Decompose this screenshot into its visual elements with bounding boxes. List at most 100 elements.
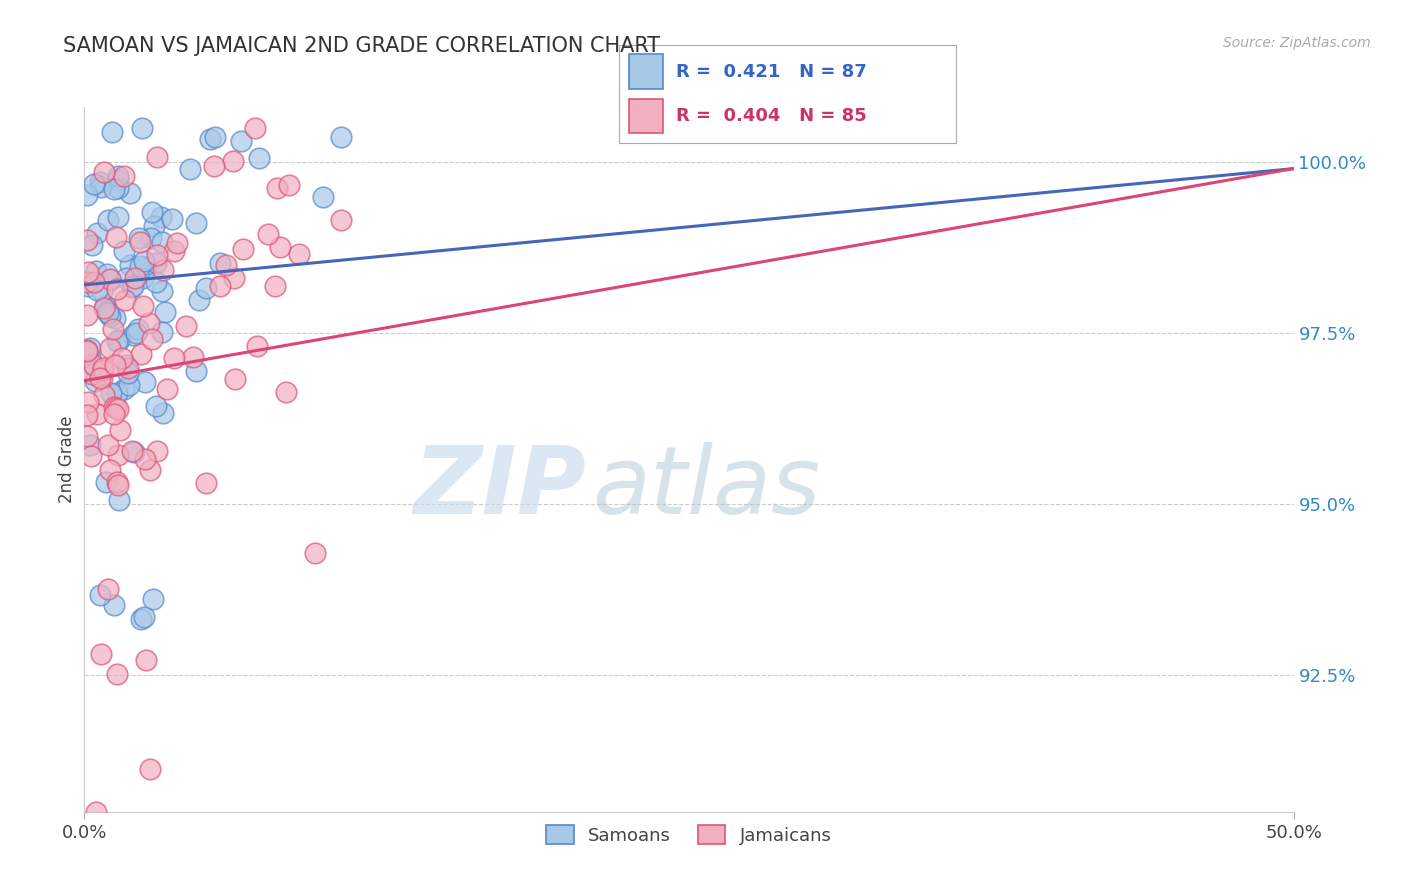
Text: R =  0.421   N = 87: R = 0.421 N = 87 (676, 62, 866, 80)
Point (105, 475, 128, 490)
Point (84, 805, 107, 819)
Point (90, 284, 112, 298)
Point (93, 388, 115, 402)
Point (179, 162, 201, 177)
Point (184, 216, 207, 230)
Point (77, 264, 100, 278)
Point (163, 351, 186, 365)
Point (103, 181, 125, 195)
Point (76, 344, 98, 359)
Point (82, 237, 104, 252)
Point (107, 173, 129, 187)
Y-axis label: 2nd Grade: 2nd Grade (58, 416, 76, 503)
Point (121, 444, 143, 458)
Point (93, 164, 115, 178)
Point (141, 332, 163, 346)
Point (194, 476, 217, 491)
Point (76, 308, 98, 322)
Point (127, 322, 149, 336)
Point (145, 256, 167, 270)
Point (117, 366, 139, 380)
Point (247, 151, 270, 165)
Point (156, 382, 179, 396)
Point (105, 334, 128, 348)
Point (181, 351, 204, 365)
Point (134, 260, 156, 274)
Point (120, 186, 142, 200)
Point (100, 385, 122, 400)
Point (243, 120, 266, 135)
Point (76, 188, 98, 202)
Point (115, 358, 138, 372)
Point (83, 358, 105, 372)
Point (93, 301, 115, 316)
Point (103, 599, 125, 613)
Point (125, 326, 148, 341)
Point (143, 219, 166, 233)
Point (107, 211, 129, 225)
Point (139, 463, 162, 477)
Point (96, 267, 118, 281)
Point (232, 243, 254, 257)
Point (277, 178, 299, 193)
Point (145, 399, 167, 413)
Point (150, 210, 173, 224)
Point (84, 263, 107, 277)
Point (105, 386, 128, 401)
Point (104, 359, 127, 373)
Point (150, 235, 173, 250)
Point (134, 376, 156, 390)
Point (100, 125, 122, 139)
Point (166, 235, 188, 250)
Point (329, 130, 352, 145)
Text: SAMOAN VS JAMAICAN 2ND GRADE CORRELATION CHART: SAMOAN VS JAMAICAN 2ND GRADE CORRELATION… (63, 36, 661, 55)
Point (76, 233, 98, 247)
Point (330, 212, 353, 227)
Point (155, 305, 177, 319)
Point (86, 226, 108, 240)
Point (142, 592, 165, 607)
Point (128, 235, 150, 249)
Point (112, 244, 135, 258)
Point (76, 429, 98, 443)
Point (117, 361, 139, 376)
Point (98, 463, 121, 477)
Point (97, 213, 120, 227)
Point (274, 385, 297, 400)
Point (134, 452, 156, 467)
Point (105, 666, 128, 681)
Point (97, 305, 120, 319)
Point (90, 647, 112, 661)
Point (108, 333, 131, 347)
Point (131, 612, 153, 626)
Point (163, 244, 186, 258)
Point (107, 180, 129, 194)
Point (122, 445, 145, 459)
Point (263, 279, 285, 293)
Point (98, 272, 121, 286)
Point (93, 301, 115, 316)
Point (122, 279, 145, 293)
Point (304, 546, 326, 560)
Point (146, 150, 169, 164)
Point (141, 231, 163, 245)
Point (202, 160, 225, 174)
Point (97, 438, 120, 452)
Point (139, 762, 162, 776)
Point (128, 230, 150, 244)
Point (101, 322, 124, 336)
Point (98, 310, 121, 324)
Point (184, 364, 207, 378)
Point (131, 120, 153, 135)
Point (94, 299, 117, 313)
Point (152, 263, 174, 277)
Point (141, 205, 163, 219)
Point (80, 358, 103, 372)
Point (222, 270, 245, 285)
Point (229, 134, 252, 148)
Point (86, 407, 108, 421)
Point (187, 293, 209, 307)
Point (176, 318, 198, 333)
Point (96, 305, 118, 319)
Point (209, 278, 232, 293)
